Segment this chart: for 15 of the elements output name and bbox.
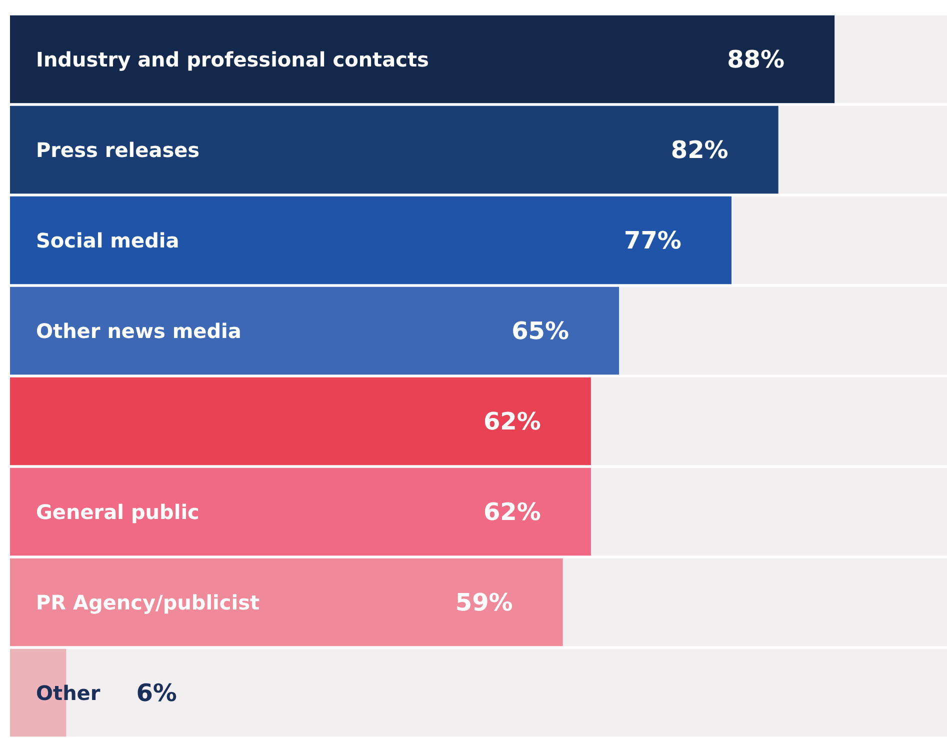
y-tick-label: Press releases — [36, 138, 200, 162]
data-label: 59% — [455, 588, 513, 616]
y-tick-label: Other — [36, 680, 100, 705]
data-label: 88% — [727, 45, 785, 74]
data-label: 77% — [624, 226, 682, 254]
data-label: 62% — [483, 407, 541, 436]
y-tick-label: Social media — [36, 228, 180, 252]
data-label: 82% — [670, 136, 728, 164]
y-tick-label: General public — [36, 500, 200, 524]
y-tick-label: PR Agency/publicist — [36, 590, 260, 614]
data-label: 65% — [512, 316, 570, 345]
y-tick-label: Industry and professional contacts — [36, 47, 429, 72]
data-label: 6% — [136, 678, 177, 707]
data-label: 62% — [483, 498, 541, 526]
y-tick-label: Other news media — [36, 318, 242, 343]
